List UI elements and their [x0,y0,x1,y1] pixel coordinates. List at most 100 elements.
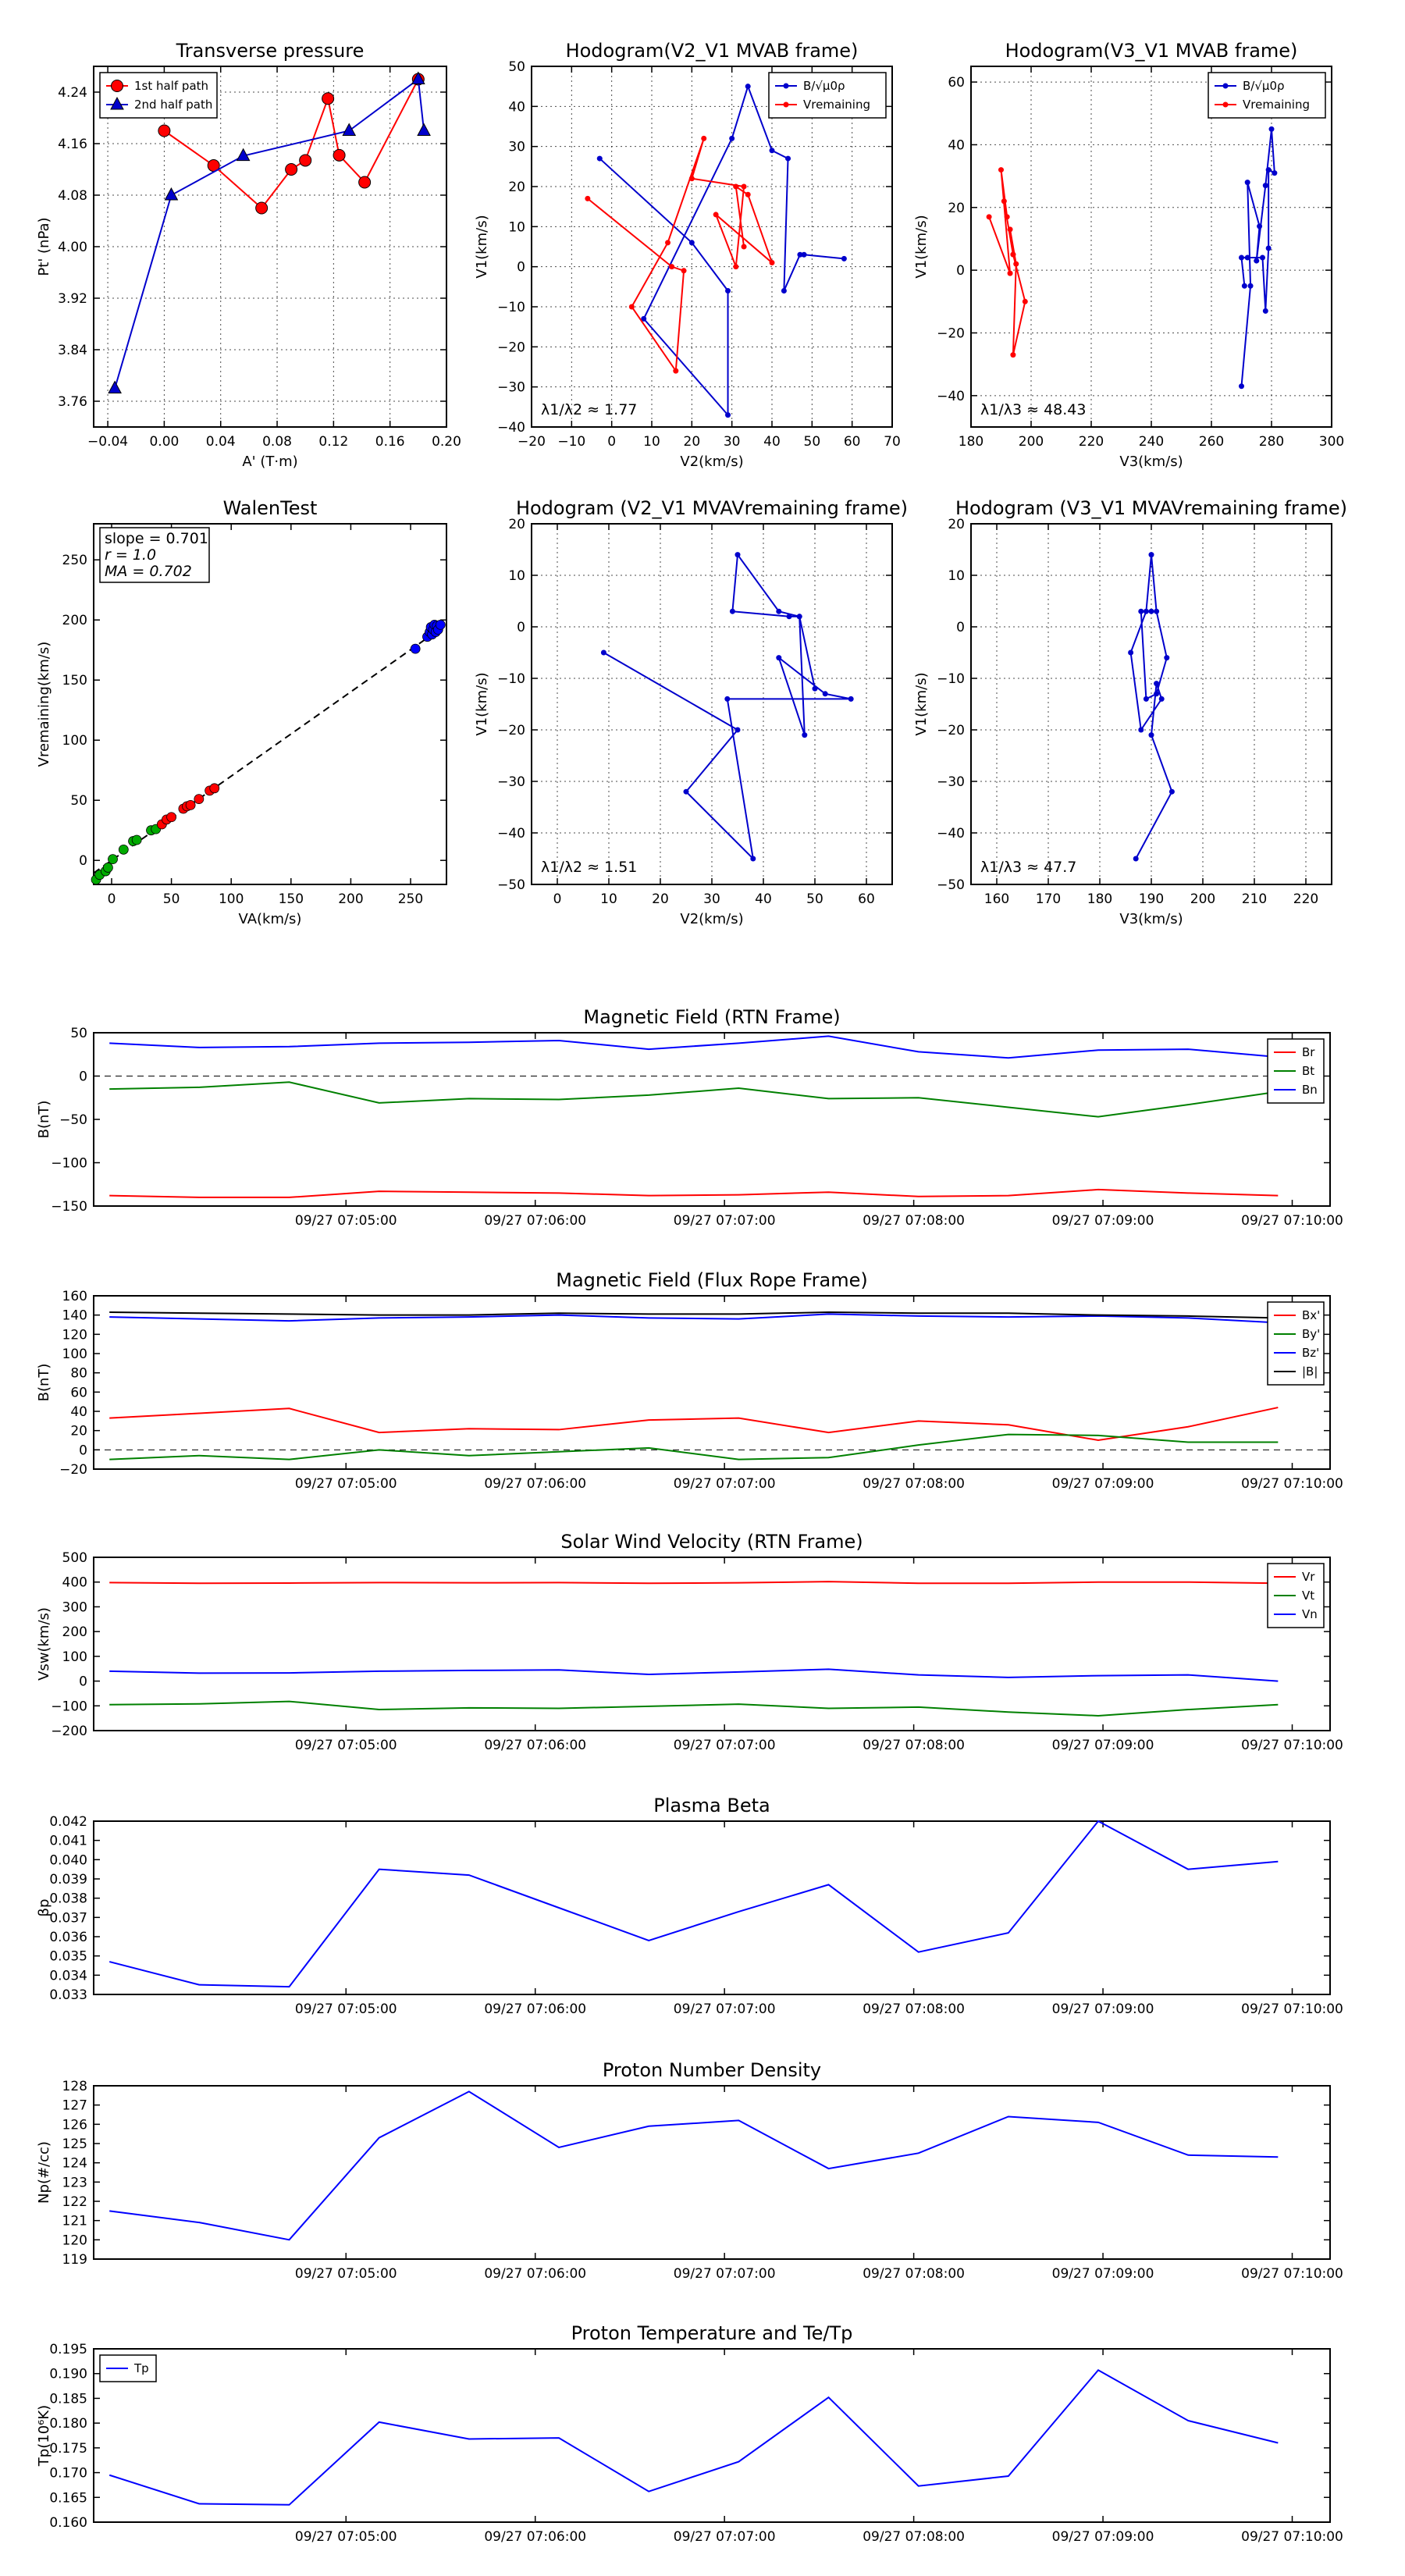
legend-label: |B| [1302,1364,1318,1379]
data-point [333,148,346,162]
data-point [724,696,731,702]
x-tick-label: 210 [1242,891,1267,907]
data-point [1265,167,1272,173]
data-point [841,255,847,262]
x-tick-label: 10 [600,891,617,907]
plot-frame [531,66,893,428]
series-line-Bt [109,1081,1279,1118]
data-point [733,264,739,270]
y-tick-label: 0.034 [49,1968,87,1984]
chart-ts_b: 09/27 07:05:00 09/27 07:06:00 09/27 07:07:… [36,1006,1343,1229]
data-point [1239,254,1244,261]
data-point [785,155,791,162]
x-tick-label: 260 [1199,434,1224,450]
x-tick-label: 30 [703,891,720,907]
y-tick-label: −20 [937,723,965,738]
y-axis-label: Tp(10⁶K) [36,2405,52,2467]
chart-title: Magnetic Field (RTN Frame) [583,1006,840,1028]
series-line [114,77,425,389]
x-tick-label: 100 [219,891,244,907]
x-tick-label: 180 [1087,891,1112,907]
chart-ts_v: 09/27 07:05:00 09/27 07:06:00 09/27 07:07:… [36,1531,1343,1753]
plot-frame [93,1295,1331,1470]
y-tick-label: 100 [62,1347,87,1362]
x-tick-label: 09/27 07:05:00 [295,1213,397,1229]
data-point [1138,727,1144,733]
eigenvalue-ratio: λ1/λ3 ≈ 48.43 [980,401,1086,418]
y-tick-label: 4.08 [58,188,87,204]
x-tick-label: 0.08 [262,434,292,450]
y-tick-label: −100 [51,1699,87,1714]
data-point [1244,254,1250,261]
x-tick-label: 40 [755,891,772,907]
data-point [729,608,735,614]
data-point [194,794,205,805]
x-tick-label: 50 [806,891,823,907]
x-tick-label: −20 [518,434,546,450]
legend-label: By' [1302,1327,1320,1341]
y-tick-label: 120 [62,2233,87,2248]
r-text: r = 1.0 [105,546,156,564]
plot-frame [970,523,1332,885]
data-point [986,214,992,220]
data-point [299,154,312,167]
x-tick-label: 200 [1019,434,1044,450]
y-tick-label: −10 [937,671,965,687]
data-point [769,148,775,154]
data-point [786,614,792,620]
legend-marker [1222,83,1229,89]
x-tick-label: 09/27 07:10:00 [1241,2529,1343,2545]
y-tick-label: −30 [497,380,525,396]
y-tick-label: 40 [70,1404,87,1420]
x-tick-label: 09/27 07:06:00 [484,1476,586,1492]
x-tick-label: 09/27 07:10:00 [1241,1738,1343,1753]
data-point [688,240,695,246]
chart-title: WalenTest [223,497,318,519]
data-point [342,123,357,136]
x-tick-label: 0.20 [432,434,461,450]
data-point [108,854,118,865]
y-tick-label: 20 [508,517,525,532]
data-point [131,834,142,845]
x-tick-label: 09/27 07:07:00 [674,2001,776,2017]
x-tick-label: 300 [1319,434,1344,450]
series-line-Bx' [109,1407,1279,1442]
x-tick-label: 09/27 07:08:00 [863,1738,965,1753]
legend-label: Bn [1302,1083,1318,1097]
x-tick-label: 0 [108,891,116,907]
x-tick-label: 09/27 07:09:00 [1052,2266,1154,2282]
y-axis-label: V1(km/s) [474,215,490,278]
y-axis-label: βp [36,1899,52,1917]
x-tick-label: 09/27 07:09:00 [1052,1476,1154,1492]
series-line-Vt [109,1700,1279,1717]
data-point [713,212,719,218]
legend-box [1208,72,1326,119]
y-tick-label: 0.036 [49,1930,87,1945]
x-tick-label: 09/27 07:08:00 [863,2266,965,2282]
data-point [1007,270,1013,276]
data-point [1241,283,1247,289]
plot-frame [93,523,447,885]
y-tick-label: 0 [79,853,87,869]
series-line-Tp [108,2368,1279,2506]
x-tick-label: 0.04 [206,434,236,450]
chart-ts_bfr: 09/27 07:05:00 09/27 07:06:00 09/27 07:07:… [36,1269,1343,1492]
x-axis-label: A' (T·m) [242,454,297,470]
x-tick-label: 50 [163,891,180,907]
y-tick-label: −100 [51,1156,87,1172]
y-tick-label: 30 [508,140,525,155]
legend-label: B/√μ0ρ [1243,79,1285,93]
x-tick-label: 10 [643,434,660,450]
plot-frame [93,1557,1331,1731]
legend-marker [111,80,123,92]
y-tick-label: 3.84 [58,343,87,358]
y-tick-label: 0.165 [49,2490,87,2506]
data-point [585,195,591,201]
data-point [1004,214,1010,220]
data-point [1010,352,1016,358]
legend-label: 2nd half path [134,98,212,112]
x-tick-label: 09/27 07:09:00 [1052,1738,1154,1753]
x-tick-label: 09/27 07:09:00 [1052,2001,1154,2017]
x-tick-label: 09/27 07:06:00 [484,2529,586,2545]
y-tick-label: 0.033 [49,1987,87,2003]
